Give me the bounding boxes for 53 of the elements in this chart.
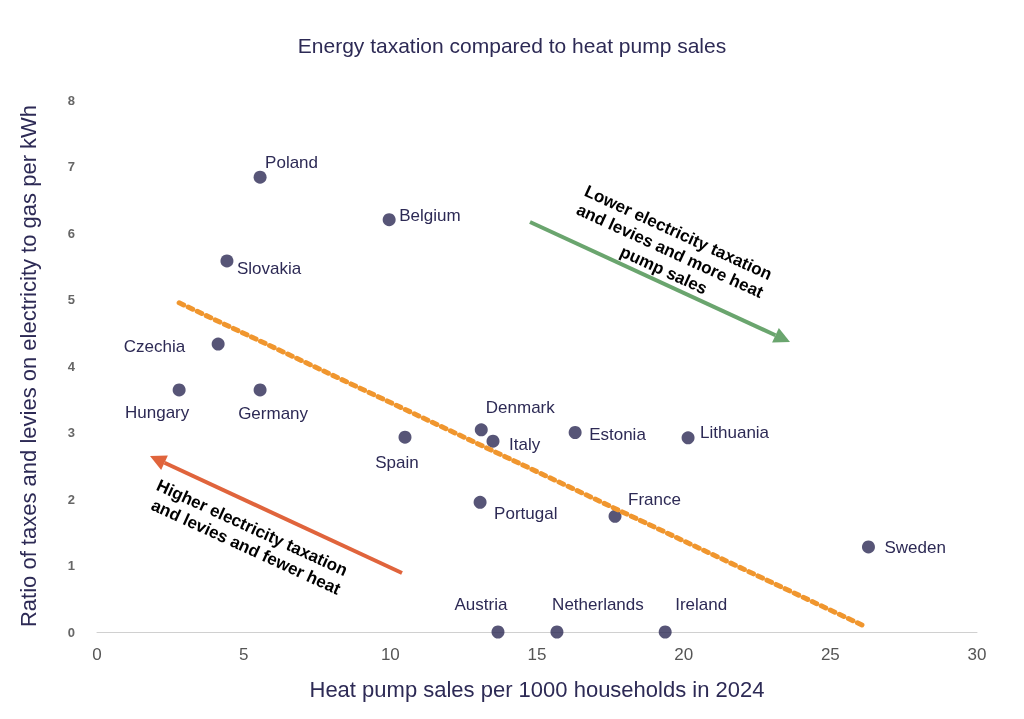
annotation: Estonia xyxy=(589,425,647,444)
point xyxy=(253,170,267,184)
point xyxy=(220,254,234,268)
annotation: Sweden xyxy=(884,538,946,558)
x-tick-label: 25 xyxy=(820,645,840,664)
x-axis-title: Heat pump sales per 1000 households in 2024 xyxy=(309,676,765,702)
x-tick-label: 0 xyxy=(92,645,102,664)
x-tick-label: 15 xyxy=(527,645,547,664)
x-tick-label: 5 xyxy=(238,645,249,664)
point xyxy=(608,509,622,523)
annotation: Italy xyxy=(509,434,541,454)
point xyxy=(398,430,412,444)
annotation: Ireland xyxy=(675,594,728,614)
y-tick-label: 3 xyxy=(67,425,75,440)
point xyxy=(473,495,487,509)
point xyxy=(253,383,267,397)
point xyxy=(681,431,695,445)
point xyxy=(861,540,875,554)
y-tick-label: 6 xyxy=(67,225,75,241)
annotation: Poland xyxy=(265,152,319,172)
x-tick-label: 10 xyxy=(380,645,400,664)
annotation: Portugal xyxy=(494,503,558,523)
y-axis-title: Ratio of taxes and levies on electricity to gas per kWh xyxy=(15,104,41,628)
y-tick-label: 8 xyxy=(67,92,75,108)
point xyxy=(550,625,564,639)
y-tick-label: 1 xyxy=(67,558,75,573)
annotation: Czechia xyxy=(123,336,186,356)
x-tick-label: 20 xyxy=(674,645,694,664)
y-tick-label: 7 xyxy=(67,159,75,174)
point xyxy=(486,434,500,448)
y-tick-label: 0 xyxy=(67,624,75,640)
point xyxy=(382,213,396,227)
point xyxy=(658,625,672,639)
point xyxy=(172,383,186,397)
x-tick-label: 30 xyxy=(967,645,987,664)
annotation: Germany xyxy=(238,404,309,424)
y-tick-label: 4 xyxy=(67,358,76,374)
point xyxy=(474,423,488,437)
annotation: France xyxy=(628,489,681,509)
annotation: Lithuania xyxy=(700,423,770,443)
point xyxy=(568,426,582,439)
chart-title: Energy taxation compared to heat pump sales xyxy=(297,34,727,57)
y-tick-label: 5 xyxy=(67,292,75,307)
point xyxy=(211,337,225,351)
annotation: Hungary xyxy=(125,403,190,423)
annotation: Austria xyxy=(454,594,508,614)
annotation: Belgium xyxy=(399,206,461,226)
annotation: Netherlands xyxy=(552,594,644,614)
y-tick-label: 2 xyxy=(67,491,75,507)
annotation: Spain xyxy=(375,452,419,472)
point xyxy=(491,625,505,639)
annotation: Slovakia xyxy=(236,259,302,279)
annotation: Denmark xyxy=(485,398,556,418)
